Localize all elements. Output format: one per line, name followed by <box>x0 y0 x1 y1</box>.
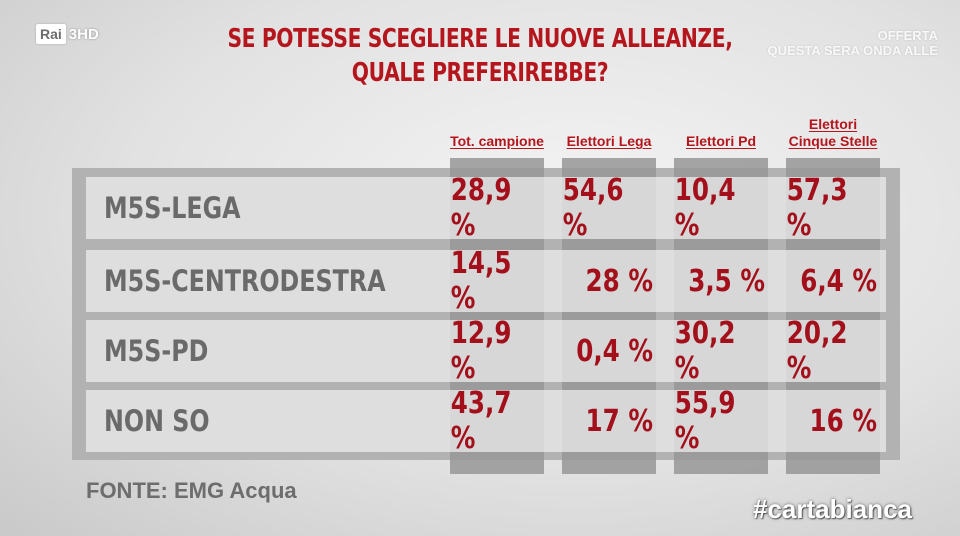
column-header: Elettori Pd <box>662 104 780 150</box>
source-note: FONTE: EMG Acqua <box>86 478 297 503</box>
overlay-line-1: OFFERTA <box>877 28 938 43</box>
column-header-line: Elettori Lega <box>566 133 652 149</box>
value-cell: 57,3 % <box>786 173 848 243</box>
value-cell: 55,9 % <box>674 386 736 456</box>
column-header-line: Elettori <box>808 116 858 132</box>
title-line-1: SE POTESSE SCEGLIERE LE NUOVE ALLEANZE, <box>227 24 733 54</box>
overlay-line-2: QUESTA SERA ONDA ALLE <box>767 43 938 58</box>
value-cell: 16 % <box>809 403 877 439</box>
column-header: Elettori Cinque Stelle <box>774 104 892 150</box>
rai-logo: Rai <box>36 24 66 44</box>
value-cell: 12,9 % <box>450 316 512 386</box>
column-header-line: Tot. campione <box>450 133 544 149</box>
show-hashtag: #cartabianca <box>753 494 912 524</box>
column-header-line: Cinque Stelle <box>788 133 878 149</box>
value-cell: 14,5 % <box>450 246 512 316</box>
table-row <box>86 320 886 382</box>
row-label: M5S-LEGA <box>104 191 241 225</box>
value-cell: 20,2 % <box>786 316 848 386</box>
table-row <box>86 177 886 239</box>
value-cell: 43,7 % <box>450 386 512 456</box>
row-label: M5S-CENTRODESTRA <box>104 264 386 298</box>
row-label: M5S-PD <box>104 334 209 368</box>
top-right-overlay: OFFERTA QUESTA SERA ONDA ALLE <box>768 28 938 58</box>
title-line-2: QUALE PREFERIREBBE? <box>351 58 609 88</box>
value-cell: 28 % <box>585 263 653 299</box>
value-cell: 30,2 % <box>674 316 736 386</box>
value-cell: 17 % <box>585 403 653 439</box>
column-header: Elettori Lega <box>550 104 668 150</box>
table-row <box>86 390 886 452</box>
value-cell: 3,5 % <box>688 263 765 299</box>
value-cell: 0,4 % <box>576 333 653 369</box>
channel-number: 3HD <box>68 25 99 43</box>
value-cell: 54,6 % <box>562 173 624 243</box>
value-cell: 10,4 % <box>674 173 736 243</box>
value-cell: 6,4 % <box>800 263 877 299</box>
row-label: NON SO <box>104 404 210 438</box>
column-header-line: Elettori Pd <box>685 133 756 149</box>
chart-title: SE POTESSE SCEGLIERE LE NUOVE ALLEANZE, … <box>0 22 960 90</box>
column-header: Tot. campione <box>438 104 556 150</box>
channel-logo: Rai 3HD <box>36 24 99 44</box>
value-cell: 28,9 % <box>450 173 512 243</box>
table-row <box>86 250 886 312</box>
